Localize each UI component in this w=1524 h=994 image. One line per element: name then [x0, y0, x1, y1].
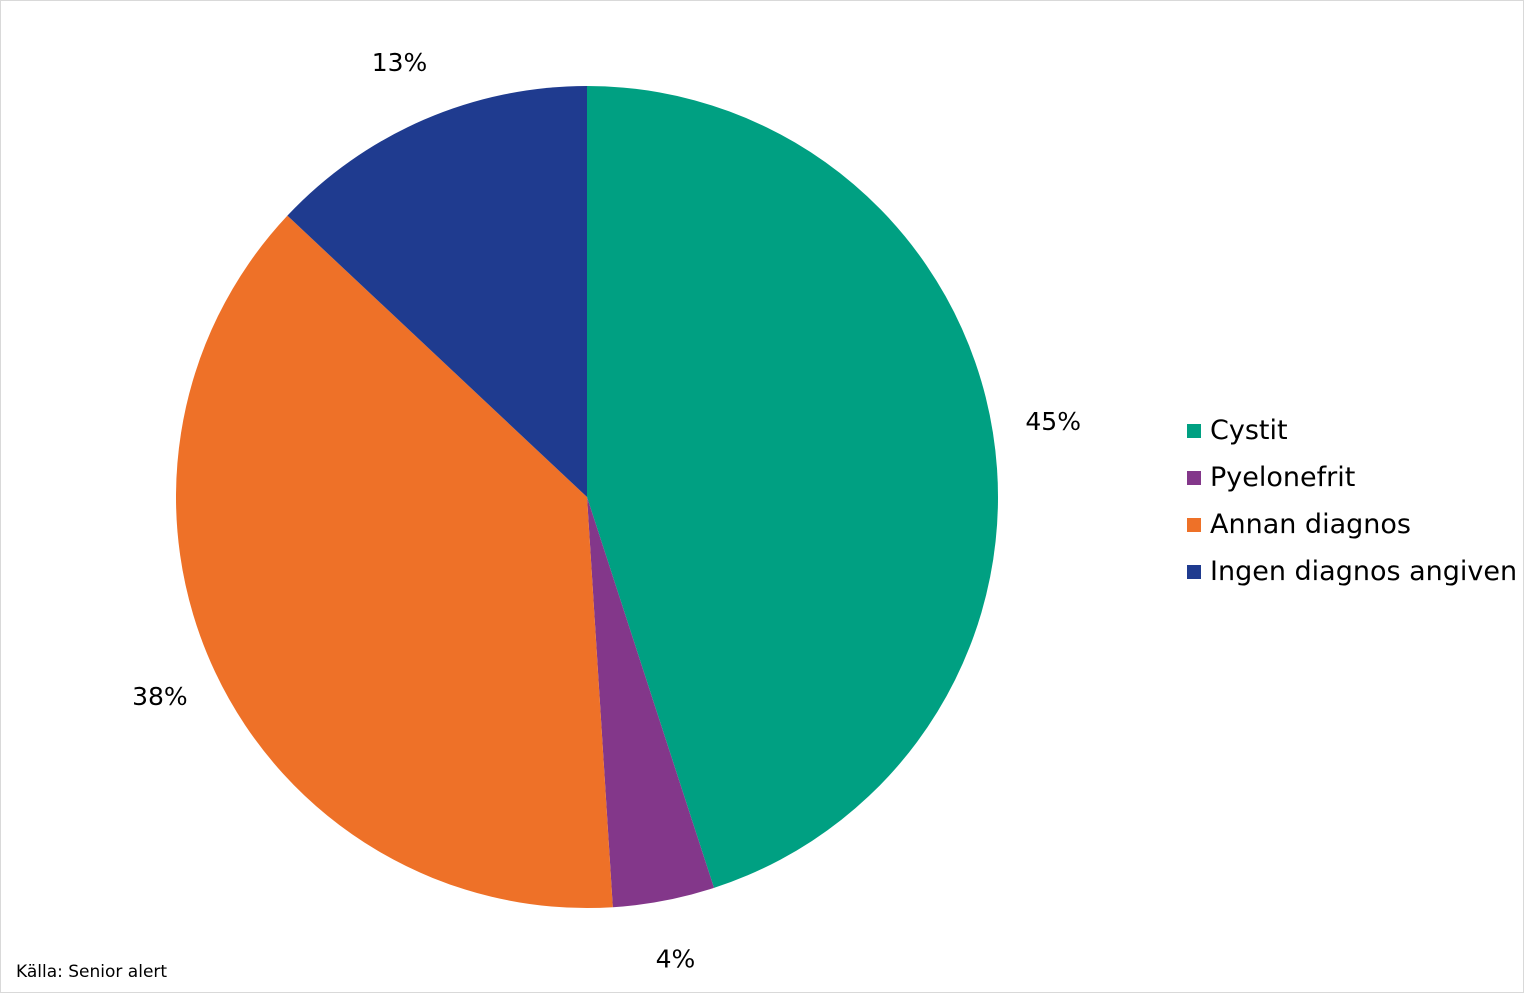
pie-slice-cystit: [587, 86, 998, 888]
legend-label: Ingen diagnos angiven: [1210, 556, 1518, 587]
legend-item-annan-diagnos: Annan diagnos: [1187, 501, 1517, 548]
legend-item-ingen-diagnos-angiven: Ingen diagnos angiven: [1187, 548, 1517, 595]
pie-slice-ingen-diagnos-angiven: [287, 86, 587, 497]
legend-swatch: [1187, 423, 1201, 438]
source-note: Källa: Senior alert: [16, 962, 168, 982]
legend-label: Pyelonefrit: [1210, 462, 1356, 493]
legend-swatch: [1187, 517, 1201, 532]
legend-item-cystit: Cystit: [1187, 407, 1517, 454]
data-label-annan-diagnos: 38%: [132, 682, 188, 711]
data-label-cystit: 45%: [1025, 407, 1081, 436]
pie-slice-pyelonefrit: [587, 497, 715, 908]
legend-label: Cystit: [1210, 415, 1288, 446]
legend-item-pyelonefrit: Pyelonefrit: [1187, 454, 1517, 501]
legend: Cystit Pyelonefrit Annan diagnos Ingen diag…: [1187, 407, 1517, 595]
legend-label: Annan diagnos: [1210, 509, 1411, 540]
data-label-ingen-diagnos-angiven: 13%: [372, 48, 428, 77]
pie-data-labels: 45% 4% 38% 13%: [132, 48, 1081, 974]
pie-slices: [176, 86, 998, 908]
pie-slice-annan-diagnos: [176, 215, 613, 908]
data-label-pyelonefrit: 4%: [656, 945, 696, 974]
legend-swatch: [1187, 470, 1201, 485]
legend-swatch: [1187, 564, 1201, 579]
